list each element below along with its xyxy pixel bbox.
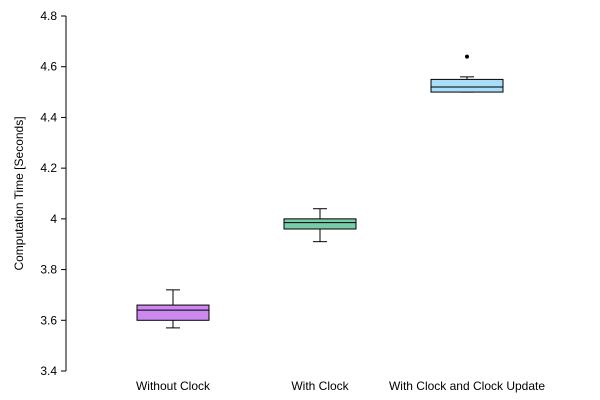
y-tick-label: 4.8 [40,9,57,23]
category-label: With Clock [291,379,349,393]
box-body [430,78,504,93]
y-tick-label: 4.6 [40,60,57,74]
y-tick-label: 4.2 [40,161,57,175]
category-label: With Clock and Clock Update [389,379,545,393]
x-axis-labels: Without Clock With Clock With Clock and Cl… [136,379,545,393]
y-tick-label: 3.4 [40,364,57,378]
box-1 [136,289,210,329]
y-tick-label: 4.4 [40,110,57,124]
y-axis: 3.4 3.6 3.8 4 4.2 4.4 4.6 4.8 [40,9,67,378]
box-body [136,304,210,321]
outlier-point [465,54,469,59]
category-label: Without Clock [136,379,211,393]
box-body [283,218,357,230]
y-tick-label: 3.6 [40,313,57,327]
y-tick-label: 4 [50,212,57,226]
boxes [136,54,504,329]
y-tick-label: 3.8 [40,263,57,277]
box-3 [430,54,504,93]
box-2 [283,208,357,243]
y-axis-label: Computation Time [Seconds] [12,116,26,270]
